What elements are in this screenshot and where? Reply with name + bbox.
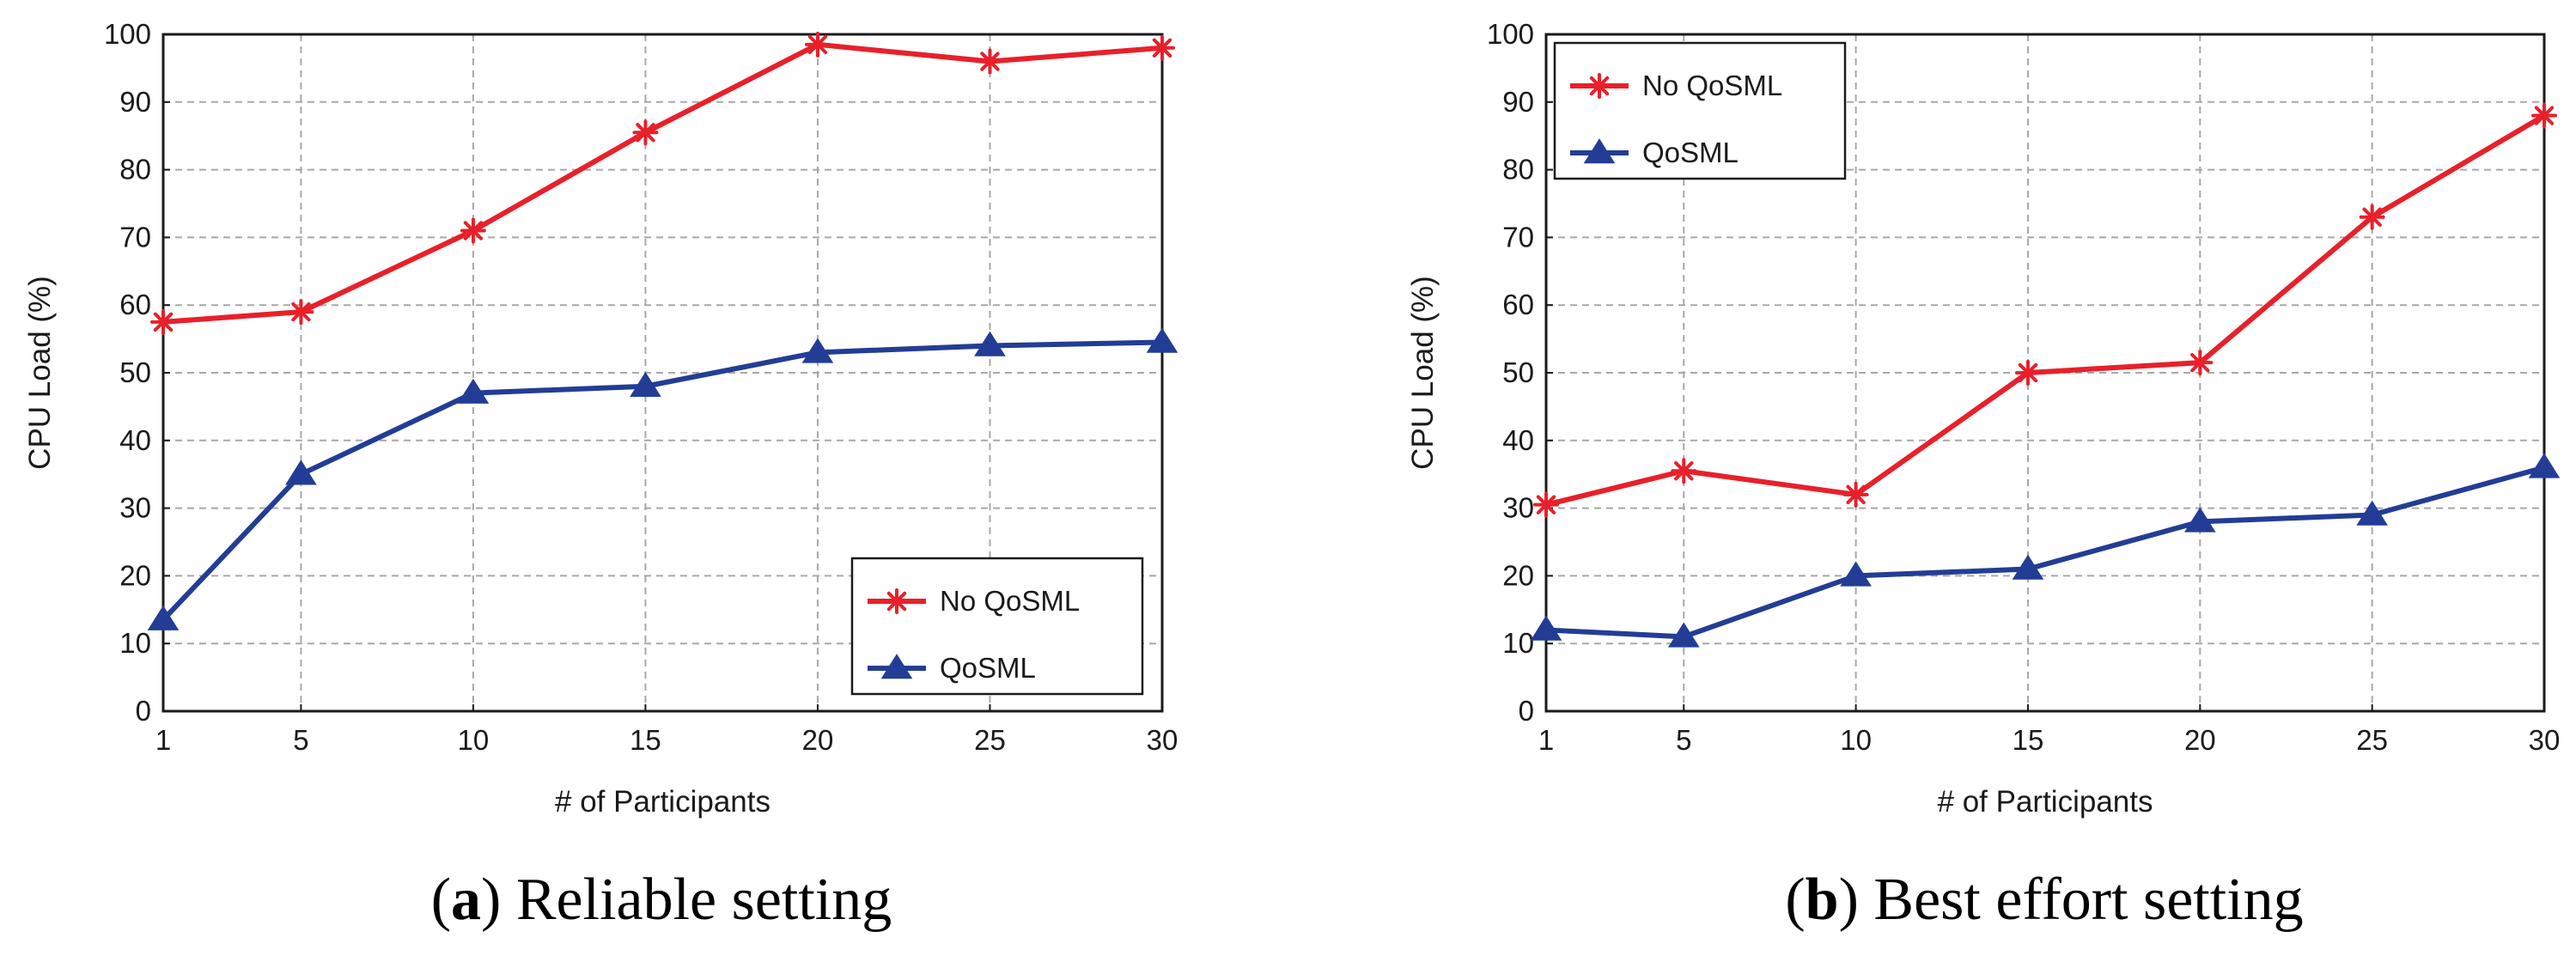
legend-entry: No QoSML [868,585,1080,617]
y-tick-label: 0 [1519,695,1534,727]
y-tick-label: 60 [119,289,151,320]
data-point [632,119,659,146]
caption-letter: b [1806,867,1839,933]
x-tick-label: 1 [1538,724,1554,756]
legend-label: No QoSML [940,585,1080,617]
caption-paren-open: ( [431,867,451,933]
data-point [1146,327,1178,353]
series-qosml [1530,453,2561,648]
y-tick-label: 50 [119,356,151,388]
x-tick-label: 1 [155,724,171,756]
data-point [1842,481,1869,508]
x-tick-label: 20 [2184,724,2216,756]
data-point [460,217,486,244]
x-tick-label: 5 [1676,724,1691,756]
y-tick-label: 100 [104,18,151,50]
legend-label: QoSML [1642,137,1739,168]
data-point [1530,615,1562,641]
caption-paren-close: ) [481,867,516,933]
y-tick-label: 90 [119,86,151,118]
legend: No QoSML QoSML [1553,41,1847,180]
data-point [1149,34,1175,61]
data-point [288,299,314,326]
data-point [2012,554,2044,580]
y-tick-label: 100 [1487,18,1534,50]
data-point [1667,622,1700,648]
x-axis-label: # of Participants [1938,785,2153,819]
data-point [2187,350,2214,376]
legend-marker [884,588,910,614]
y-tick-label: 20 [1502,559,1534,591]
legend-marker [880,654,913,679]
figure-caption: (b) Best effort setting [1785,867,2303,933]
legend-label: QoSML [940,652,1036,684]
legend-marker [1583,138,1616,164]
data-point [2359,204,2385,230]
caption-text: Reliable setting [516,867,892,933]
y-tick-label: 80 [119,154,151,186]
x-tick-label: 15 [2013,724,2044,756]
x-tick-label: 15 [630,724,661,756]
y-tick-label: 70 [1502,221,1534,253]
x-tick-label: 25 [974,724,1006,756]
data-point [147,605,180,630]
legend: No QoSML QoSML [850,557,1144,696]
y-tick-label: 90 [1502,86,1534,118]
data-point [977,48,1003,75]
legend-marker [1586,73,1612,99]
data-point [2014,360,2041,386]
series-qosml [147,327,1178,630]
legend-entry: QoSML [1570,137,1739,168]
data-point [285,460,317,485]
legend-entry: QoSML [868,652,1036,684]
legend-entry: No QoSML [1570,70,1782,101]
data-point [2528,453,2561,478]
data-point [630,371,661,398]
x-tick-label: 10 [1840,724,1872,756]
x-tick-label: 10 [458,724,490,756]
caption-paren-close: ) [1839,867,1874,933]
data-point [974,331,1006,356]
y-axis-label: CPU Load (%) [23,276,57,470]
data-point [801,338,834,363]
data-point [2531,102,2557,129]
x-tick-label: 5 [293,724,308,756]
data-point [1671,458,1697,484]
legend-label: No QoSML [1642,70,1782,101]
y-tick-label: 20 [119,559,151,591]
y-tick-label: 50 [1502,356,1534,388]
data-point [804,31,831,58]
y-tick-label: 40 [1502,424,1534,456]
caption-paren-open: ( [1785,867,1805,933]
figure-caption: (a) Reliable setting [431,867,892,933]
data-point [2184,507,2216,533]
y-tick-label: 10 [1502,627,1534,659]
data-point [2356,500,2388,526]
data-point [1840,561,1872,587]
caption-text: Best effort setting [1873,867,2303,933]
y-tick-label: 40 [119,424,151,456]
y-tick-label: 80 [1502,154,1534,186]
data-point [1533,491,1559,518]
series-no-qosml [150,31,1175,335]
x-axis-label: # of Participants [555,785,770,819]
y-tick-label: 60 [1502,289,1534,320]
series-no-qosml [1533,102,2557,518]
caption-letter: a [451,867,481,933]
y-tick-label: 0 [136,695,151,727]
x-tick-label: 20 [802,724,834,756]
x-tick-label: 25 [2356,724,2388,756]
x-tick-label: 30 [1147,724,1178,756]
y-tick-label: 30 [1502,492,1534,524]
y-tick-label: 10 [119,627,151,659]
x-tick-label: 30 [2529,724,2561,756]
y-tick-label: 70 [119,221,151,253]
data-point [457,378,490,404]
y-tick-label: 30 [119,492,151,524]
data-point [150,308,176,335]
y-axis-label: CPU Load (%) [1406,276,1440,470]
